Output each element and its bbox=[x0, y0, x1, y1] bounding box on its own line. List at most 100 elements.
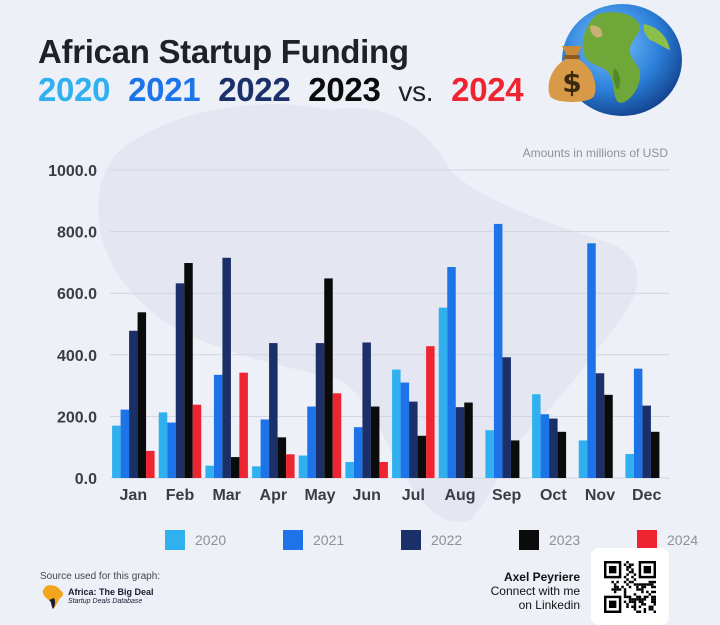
source-label: Source used for this graph: bbox=[40, 571, 161, 582]
legend-swatch-2022 bbox=[401, 530, 421, 550]
author-connect: Connect with me bbox=[490, 584, 580, 598]
legend-label-2022: 2022 bbox=[431, 532, 463, 548]
x-tick-label-may: May bbox=[304, 487, 335, 504]
africa-logo-icon bbox=[42, 585, 63, 609]
bar-2021-aug bbox=[447, 267, 456, 478]
bar-2023-jan bbox=[137, 312, 147, 478]
bar-2024-jan bbox=[146, 450, 155, 478]
legend-item-2024: 2024 bbox=[637, 530, 720, 550]
bar-2021-feb bbox=[167, 422, 176, 478]
legend-swatch-2021 bbox=[283, 530, 303, 550]
bar-2020-oct bbox=[532, 394, 541, 478]
author-block: Axel Peyriere Connect with me on Linkedi… bbox=[491, 570, 580, 612]
bar-2024-jun bbox=[379, 461, 388, 478]
svg-text:$: $ bbox=[562, 66, 581, 99]
x-tick-label-oct: Oct bbox=[540, 487, 567, 504]
bar-2023-nov bbox=[604, 394, 613, 478]
bar-2023-aug bbox=[464, 402, 473, 478]
title-year-2022: 2022 bbox=[218, 71, 291, 108]
legend-item-2020: 2020 bbox=[165, 530, 283, 550]
x-tick-label-jul: Jul bbox=[402, 487, 425, 504]
bar-2022-jan bbox=[129, 330, 138, 478]
y-tick-label: 800.0 bbox=[57, 225, 97, 242]
bar-2024-apr bbox=[286, 454, 295, 478]
bar-2021-may bbox=[307, 406, 316, 478]
bar-2023-oct bbox=[557, 431, 567, 478]
bar-2022-jul bbox=[409, 401, 418, 478]
legend: 2020 2021 2022 2023 2024 bbox=[165, 530, 720, 550]
source-logo: Africa: The Big Deal Startup Deals Datab… bbox=[42, 584, 154, 610]
bar-2024-feb bbox=[192, 404, 202, 478]
bar-2021-jan bbox=[120, 409, 130, 478]
y-tick-label: 1000.0 bbox=[48, 163, 97, 180]
bar-2020-feb bbox=[158, 412, 168, 478]
bar-2023-sep bbox=[510, 440, 520, 478]
units-note: Amounts in millions of USD bbox=[522, 146, 668, 160]
bar-2023-may bbox=[324, 278, 333, 478]
legend-item-2021: 2021 bbox=[283, 530, 401, 550]
x-tick-label-jun: Jun bbox=[352, 487, 380, 504]
title-vs: vs. bbox=[398, 76, 434, 107]
bar-2022-apr bbox=[269, 343, 278, 478]
bar-2024-jul bbox=[426, 346, 435, 478]
x-tick-label-aug: Aug bbox=[444, 487, 475, 504]
bar-2022-mar bbox=[222, 257, 231, 478]
bar-2021-nov bbox=[587, 243, 596, 478]
x-tick-label-dec: Dec bbox=[632, 487, 661, 504]
legend-item-2023: 2023 bbox=[519, 530, 637, 550]
globe-icon bbox=[562, 4, 682, 116]
legend-swatch-2023 bbox=[519, 530, 539, 550]
title-years: 2020 2021 2022 2023 vs. 2024 bbox=[38, 70, 532, 112]
bar-2022-oct bbox=[549, 418, 558, 478]
bar-2023-apr bbox=[277, 437, 287, 478]
bar-2022-aug bbox=[455, 407, 465, 478]
x-tick-label-feb: Feb bbox=[166, 487, 195, 504]
bar-2024-mar bbox=[239, 372, 248, 478]
x-tick-label-nov: Nov bbox=[585, 487, 615, 504]
legend-label-2020: 2020 bbox=[195, 532, 227, 548]
bar-2023-jun bbox=[370, 406, 380, 478]
bar-2022-sep bbox=[502, 357, 511, 478]
bar-2020-nov bbox=[578, 440, 588, 478]
author-linkedin: on Linkedin bbox=[518, 598, 580, 612]
bar-2021-jun bbox=[353, 427, 363, 478]
bar-2021-dec bbox=[633, 368, 643, 478]
bar-2021-mar bbox=[213, 374, 223, 478]
legend-label-2023: 2023 bbox=[549, 532, 581, 548]
bar-2020-jan bbox=[112, 425, 121, 478]
bar-2020-jul bbox=[392, 369, 401, 478]
x-tick-label-mar: Mar bbox=[212, 487, 240, 504]
qr-code-icon[interactable] bbox=[604, 561, 656, 613]
bar-2023-feb bbox=[184, 263, 193, 478]
legend-label-2024: 2024 bbox=[667, 532, 699, 548]
x-tick-label-sep: Sep bbox=[492, 487, 522, 504]
title-year-2023: 2023 bbox=[308, 71, 381, 108]
y-tick-label: 400.0 bbox=[57, 348, 97, 365]
author-name: Axel Peyriere bbox=[503, 570, 580, 584]
bar-2020-sep bbox=[485, 430, 494, 478]
y-tick-label: 600.0 bbox=[57, 286, 97, 303]
bar-2023-mar bbox=[230, 457, 240, 478]
x-tick-label-jan: Jan bbox=[120, 487, 148, 504]
y-tick-label: 0.0 bbox=[75, 471, 97, 488]
qr-card[interactable] bbox=[591, 548, 669, 625]
bar-2023-jul bbox=[417, 435, 427, 478]
source-name: Africa: The Big Deal bbox=[68, 587, 154, 597]
bar-2020-may bbox=[298, 455, 308, 478]
bar-2020-apr bbox=[252, 466, 261, 478]
y-tick-label: 200.0 bbox=[57, 409, 97, 426]
bar-2022-may bbox=[315, 343, 325, 478]
bar-2022-dec bbox=[642, 405, 651, 478]
bar-2020-mar bbox=[205, 465, 214, 478]
title-year-2020: 2020 bbox=[38, 71, 111, 108]
x-tick-label-apr: Apr bbox=[260, 487, 288, 504]
bar-2024-may bbox=[332, 393, 342, 478]
bar-2020-aug bbox=[438, 307, 448, 478]
title-year-2024: 2024 bbox=[451, 71, 524, 108]
chart-title: African Startup Funding 2020 2021 2022 2… bbox=[38, 34, 532, 112]
legend-label-2021: 2021 bbox=[313, 532, 345, 548]
bar-2021-jul bbox=[400, 382, 410, 478]
bar-2020-jun bbox=[345, 461, 354, 478]
bar-2021-sep bbox=[493, 223, 503, 478]
